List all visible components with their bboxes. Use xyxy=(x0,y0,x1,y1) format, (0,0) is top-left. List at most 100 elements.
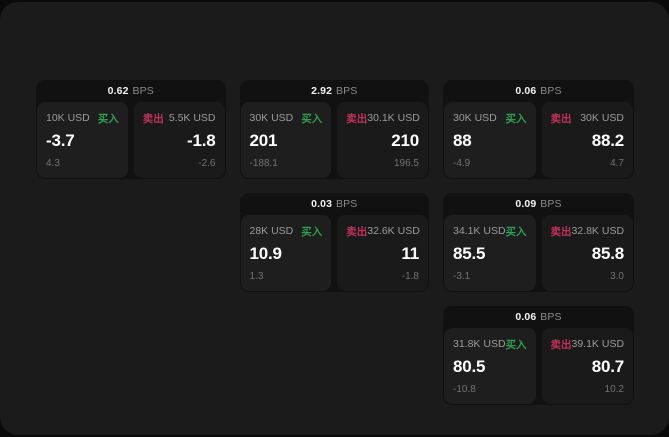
bps-value: 0.06 xyxy=(515,311,537,323)
quote-card[interactable]: 2.92 BPS 30K USD 买入 201 -188.1 卖出 30.1K USD 210 1… xyxy=(239,80,430,179)
buy-price: 80.5 xyxy=(453,357,486,376)
buy-price: 201 xyxy=(249,131,278,150)
card-body: 10K USD 买入 -3.7 4.3 卖出 5.5K USD -1.8 -2.6 xyxy=(36,102,226,179)
quote-card[interactable]: 0.06 BPS 31.8K USD 买入 80.5 -10.8 卖出 39.1K USD 80… xyxy=(443,306,634,405)
sell-side[interactable]: 卖出 39.1K USD 80.7 10.2 xyxy=(541,328,633,404)
sell-action-label[interactable]: 卖出 xyxy=(550,225,572,238)
buy-size-label: 28K USD xyxy=(249,225,294,237)
sell-side[interactable]: 卖出 32.8K USD 85.8 3.0 xyxy=(541,215,633,291)
card-header: 2.92 BPS xyxy=(240,80,430,102)
card-body: 30K USD 买入 88 -4.9 卖出 30K USD 88.2 4.7 xyxy=(443,102,634,179)
buy-price: 88 xyxy=(453,131,472,150)
buy-action-label[interactable]: 买入 xyxy=(505,112,527,125)
buy-delta: 4.3 xyxy=(46,158,60,169)
sell-size-label: 32.6K USD xyxy=(367,225,420,237)
sell-action-label[interactable]: 卖出 xyxy=(346,225,368,238)
sell-action-label[interactable]: 卖出 xyxy=(550,112,572,125)
bps-unit-label: BPS xyxy=(540,198,562,210)
sell-side-top: 卖出 39.1K USD xyxy=(551,337,625,351)
bps-unit-label: BPS xyxy=(336,85,358,97)
buy-size-label: 34.1K USD xyxy=(453,225,506,237)
sell-price: 80.7 xyxy=(591,357,624,376)
bps-unit-label: BPS xyxy=(540,85,562,97)
sell-action-label[interactable]: 卖出 xyxy=(550,338,572,351)
sell-size-label: 39.1K USD xyxy=(571,338,625,350)
buy-side[interactable]: 10K USD 买入 -3.7 4.3 xyxy=(37,102,128,178)
buy-side-top: 10K USD 买入 xyxy=(46,111,119,125)
quote-column: 2.92 BPS 30K USD 买入 201 -188.1 卖出 30.1K USD 210 1… xyxy=(239,80,430,292)
quote-column: 0.62 BPS 10K USD 买入 -3.7 4.3 卖出 5.5K USD -1.8 -2.… xyxy=(36,80,226,179)
sell-side[interactable]: 卖出 30.1K USD 210 196.5 xyxy=(337,102,428,178)
sell-price: 88.2 xyxy=(591,131,624,150)
buy-delta: -188.1 xyxy=(249,158,278,169)
sell-action-label[interactable]: 卖出 xyxy=(142,112,164,125)
sell-side[interactable]: 卖出 30K USD 88.2 4.7 xyxy=(541,102,633,178)
card-body: 30K USD 买入 201 -188.1 卖出 30.1K USD 210 196.5 xyxy=(240,102,430,179)
card-header: 0.09 BPS xyxy=(443,193,634,215)
buy-action-label[interactable]: 买入 xyxy=(505,338,527,351)
sell-side-top: 卖出 30K USD xyxy=(551,111,625,125)
buy-side[interactable]: 30K USD 买入 201 -188.1 xyxy=(240,102,332,178)
buy-side-top: 34.1K USD 买入 xyxy=(453,224,527,238)
sell-price: 11 xyxy=(401,244,419,263)
bps-unit-label: BPS xyxy=(132,85,154,97)
sell-delta: -2.6 xyxy=(198,158,216,169)
sell-price: 85.8 xyxy=(591,244,624,263)
buy-action-label[interactable]: 买入 xyxy=(301,225,323,238)
sell-delta: 196.5 xyxy=(393,158,419,169)
sell-size-label: 32.8K USD xyxy=(571,225,625,237)
quote-card[interactable]: 0.09 BPS 34.1K USD 买入 85.5 -3.1 卖出 32.8K USD 85.… xyxy=(443,193,634,292)
buy-size-label: 31.8K USD xyxy=(453,338,506,350)
buy-side[interactable]: 31.8K USD 买入 80.5 -10.8 xyxy=(444,328,536,404)
buy-side-top: 30K USD 买入 xyxy=(453,111,527,125)
buy-side-top: 30K USD 买入 xyxy=(250,111,323,125)
buy-size-label: 30K USD xyxy=(249,112,294,124)
card-header: 0.62 BPS xyxy=(36,80,226,102)
sell-side-top: 卖出 5.5K USD xyxy=(143,111,216,125)
buy-delta: 1.3 xyxy=(249,271,264,282)
sell-delta: 3.0 xyxy=(610,271,624,282)
sell-action-label[interactable]: 卖出 xyxy=(346,112,368,125)
quote-card[interactable]: 0.06 BPS 30K USD 买入 88 -4.9 卖出 30K USD 88.2 4.7 xyxy=(443,80,634,179)
buy-price: 10.9 xyxy=(249,244,282,263)
quote-cards-grid: 0.62 BPS 10K USD 买入 -3.7 4.3 卖出 5.5K USD -1.8 -2.… xyxy=(36,80,634,405)
buy-side[interactable]: 34.1K USD 买入 85.5 -3.1 xyxy=(444,215,536,291)
sell-size-label: 30.1K USD xyxy=(367,112,420,124)
sell-side[interactable]: 卖出 32.6K USD 11 -1.8 xyxy=(337,215,428,291)
card-header: 0.03 BPS xyxy=(240,193,430,215)
buy-size-label: 30K USD xyxy=(453,112,497,124)
card-header: 0.06 BPS xyxy=(443,306,634,328)
sell-delta: 4.7 xyxy=(610,158,624,169)
sell-side-top: 卖出 30.1K USD xyxy=(346,111,420,125)
card-body: 31.8K USD 买入 80.5 -10.8 卖出 39.1K USD 80.7 10.2 xyxy=(443,328,634,405)
buy-action-label[interactable]: 买入 xyxy=(97,112,119,125)
card-header: 0.06 BPS xyxy=(443,80,634,102)
sell-price: 210 xyxy=(391,131,419,150)
buy-delta: -3.1 xyxy=(453,271,471,282)
buy-action-label[interactable]: 买入 xyxy=(301,112,323,125)
bps-value: 0.09 xyxy=(515,198,537,210)
bps-value: 2.92 xyxy=(311,85,333,97)
bps-unit-label: BPS xyxy=(336,198,358,210)
sell-price: -1.8 xyxy=(187,131,216,150)
buy-side-top: 31.8K USD 买入 xyxy=(453,337,527,351)
card-body: 28K USD 买入 10.9 1.3 卖出 32.6K USD 11 -1.8 xyxy=(240,215,430,292)
buy-size-label: 10K USD xyxy=(46,112,90,124)
bps-unit-label: BPS xyxy=(540,311,562,323)
buy-side[interactable]: 30K USD 买入 88 -4.9 xyxy=(444,102,536,178)
buy-side[interactable]: 28K USD 买入 10.9 1.3 xyxy=(240,215,332,291)
sell-side[interactable]: 卖出 5.5K USD -1.8 -2.6 xyxy=(133,102,225,178)
bps-value: 0.62 xyxy=(107,85,129,97)
sell-side-top: 卖出 32.8K USD xyxy=(551,224,625,238)
sell-size-label: 5.5K USD xyxy=(168,112,216,124)
quote-card[interactable]: 0.03 BPS 28K USD 买入 10.9 1.3 卖出 32.6K USD 11 -1.8 xyxy=(239,193,430,292)
sell-delta: 10.2 xyxy=(604,384,624,395)
bps-value: 0.06 xyxy=(515,85,537,97)
sell-size-label: 30K USD xyxy=(580,112,624,124)
buy-side-top: 28K USD 买入 xyxy=(250,224,323,238)
buy-action-label[interactable]: 买入 xyxy=(505,225,527,238)
sell-side-top: 卖出 32.6K USD xyxy=(346,224,420,238)
quote-card[interactable]: 0.62 BPS 10K USD 买入 -3.7 4.3 卖出 5.5K USD -1.8 -2.… xyxy=(36,80,226,179)
buy-delta: -10.8 xyxy=(453,384,476,395)
